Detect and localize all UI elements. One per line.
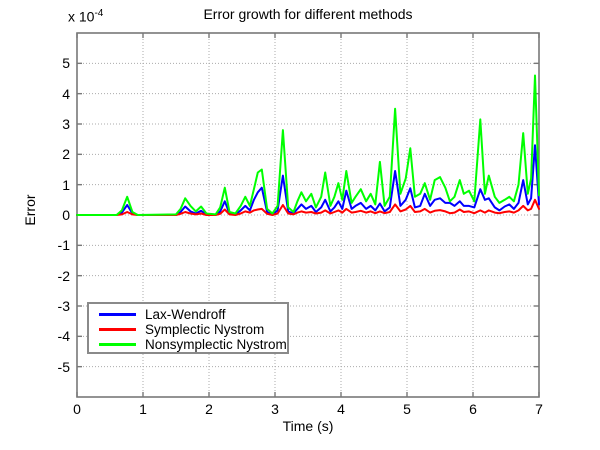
series-line-lax-wendroff	[76, 144, 540, 216]
series-line-symplectic-nystrom	[76, 198, 540, 216]
legend-item-nonsymplectic-nystrom: Nonsymplectic Nystrom	[89, 337, 287, 352]
y-tick-label: 4	[62, 85, 70, 102]
legend-item-symplectic-nystrom: Symplectic Nystrom	[89, 322, 287, 337]
y-tick-label: 2	[62, 146, 70, 163]
y-axis-multiplier: x 10-4	[68, 8, 103, 25]
x-axis-label: Time (s)	[282, 418, 334, 434]
x-tick-label: 5	[403, 401, 411, 417]
y-tick-label: -1	[57, 237, 70, 254]
y-tick-label: -5	[57, 358, 70, 375]
y-tick-label: -4	[57, 328, 70, 345]
x-tick-label: 2	[205, 401, 213, 417]
series-line-nonsymplectic-nystrom	[76, 74, 540, 216]
x-tick-label: 4	[337, 401, 345, 417]
legend-line-sample-red	[99, 328, 136, 331]
y-axis-multiplier-exponent: -4	[94, 8, 104, 19]
y-axis-multiplier-base: x 10	[68, 8, 95, 25]
legend-line-sample-blue	[99, 313, 136, 316]
legend-line-sample-green	[99, 343, 136, 346]
x-tick-label: 3	[271, 401, 279, 417]
legend-label: Nonsymplectic Nystrom	[145, 337, 287, 352]
chart-title: Error growth for different methods	[203, 6, 413, 22]
legend-item-lax-wendroff: Lax-Wendroff	[89, 307, 287, 322]
legend-label: Symplectic Nystrom	[145, 322, 265, 337]
y-tick-label: 1	[62, 176, 70, 193]
legend-box: Lax-Wendroff Symplectic Nystrom Nonsympl…	[87, 302, 289, 354]
y-tick-label: -2	[57, 267, 70, 284]
x-tick-label: 1	[139, 401, 147, 417]
y-tick-label: -3	[57, 298, 70, 314]
y-tick-label: 0	[62, 207, 70, 223]
x-tick-label: 0	[73, 401, 81, 417]
y-tick-label: 3	[62, 116, 70, 132]
y-tick-label: 5	[62, 55, 70, 72]
x-tick-label: 6	[469, 401, 477, 417]
x-tick-label: 7	[535, 401, 543, 417]
legend-label: Lax-Wendroff	[145, 307, 226, 322]
